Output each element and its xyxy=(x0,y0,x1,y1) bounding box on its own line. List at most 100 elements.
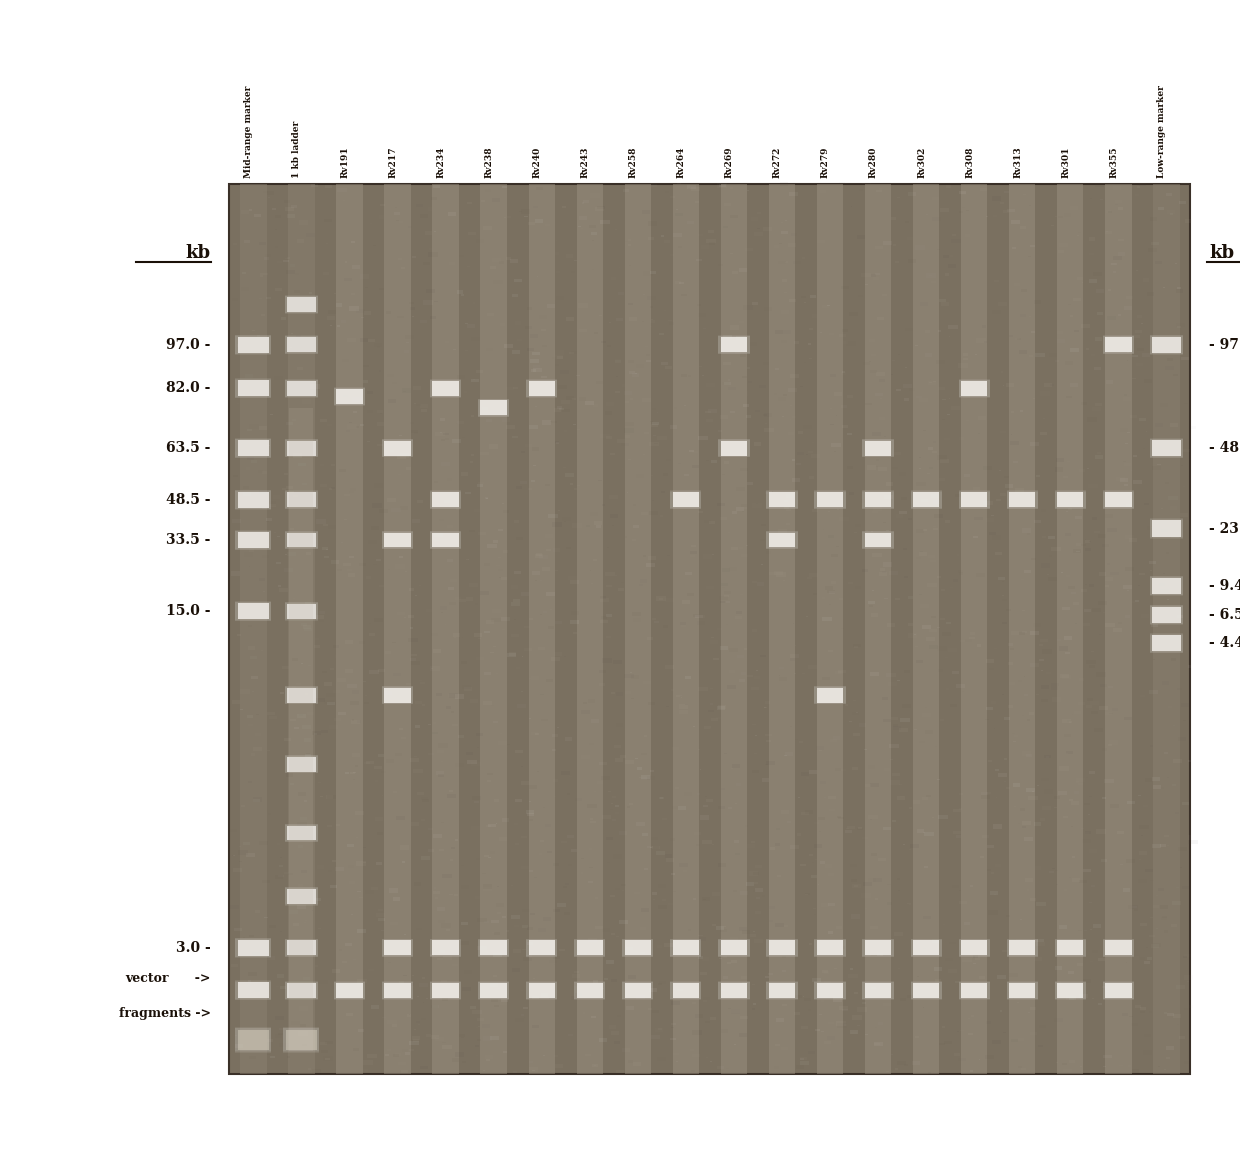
Bar xyxy=(585,1054,591,1056)
Bar xyxy=(671,981,702,1000)
Bar xyxy=(363,1061,373,1065)
Bar xyxy=(236,939,272,957)
Bar xyxy=(357,1052,361,1055)
Bar xyxy=(433,380,459,395)
Bar xyxy=(350,487,356,491)
Bar xyxy=(991,701,996,704)
Bar xyxy=(706,384,714,387)
Bar xyxy=(874,1042,880,1046)
Bar xyxy=(270,1056,275,1058)
Bar xyxy=(490,267,496,269)
Bar xyxy=(754,882,758,884)
Bar xyxy=(277,562,280,564)
Bar xyxy=(331,969,341,973)
Bar xyxy=(1052,683,1059,686)
Bar xyxy=(887,672,897,677)
Bar xyxy=(1028,796,1038,800)
Bar xyxy=(680,695,682,696)
Bar xyxy=(345,669,353,672)
Bar xyxy=(625,691,631,694)
Bar xyxy=(864,1034,868,1035)
Bar xyxy=(594,332,599,334)
Bar xyxy=(1058,216,1064,218)
Bar xyxy=(952,885,960,888)
Bar xyxy=(932,500,940,504)
Bar xyxy=(1007,939,1038,957)
Bar xyxy=(1121,864,1123,865)
Bar xyxy=(827,589,835,593)
Bar xyxy=(740,976,748,979)
Bar xyxy=(1030,899,1035,901)
Bar xyxy=(682,600,691,604)
Bar xyxy=(574,981,605,1000)
Bar xyxy=(956,835,961,838)
Bar xyxy=(962,207,966,208)
Bar xyxy=(939,299,946,302)
Bar xyxy=(285,379,319,398)
Bar xyxy=(616,1070,624,1073)
Bar xyxy=(720,341,725,344)
Bar xyxy=(1188,835,1198,840)
Bar xyxy=(672,807,678,809)
Bar xyxy=(978,977,985,979)
Bar xyxy=(702,245,709,248)
Bar xyxy=(1081,402,1087,404)
Bar xyxy=(971,1016,975,1017)
Bar xyxy=(259,242,265,246)
Bar xyxy=(956,684,965,688)
Bar xyxy=(730,325,739,330)
Bar xyxy=(475,1046,479,1047)
Bar xyxy=(542,718,548,722)
Bar xyxy=(707,799,713,802)
Bar xyxy=(570,580,579,584)
Bar xyxy=(862,272,870,277)
Bar xyxy=(570,620,579,624)
Bar xyxy=(1030,245,1035,247)
Bar xyxy=(785,751,792,756)
Bar xyxy=(812,315,820,318)
Bar xyxy=(450,859,454,861)
Bar xyxy=(254,214,262,217)
Bar xyxy=(1166,553,1169,554)
Bar xyxy=(593,560,596,561)
Bar xyxy=(986,792,991,794)
Bar xyxy=(1102,336,1133,354)
Bar xyxy=(615,812,619,813)
Bar xyxy=(1011,411,1014,412)
Bar xyxy=(961,192,966,194)
Bar xyxy=(339,711,346,715)
Bar xyxy=(775,923,784,927)
Bar xyxy=(1138,183,1146,186)
Bar xyxy=(345,261,347,263)
Bar xyxy=(711,717,718,720)
Bar xyxy=(661,492,665,493)
Bar xyxy=(786,494,794,498)
Bar xyxy=(817,184,843,1074)
Bar xyxy=(1152,342,1154,344)
Bar xyxy=(1011,648,1013,650)
Bar xyxy=(506,930,508,932)
Bar xyxy=(1183,802,1189,805)
Bar xyxy=(1183,449,1190,453)
Bar xyxy=(405,1052,410,1055)
Bar xyxy=(1096,672,1106,677)
Bar xyxy=(650,511,658,515)
Bar xyxy=(285,940,319,956)
Bar xyxy=(972,955,978,958)
Bar xyxy=(303,828,306,831)
Bar xyxy=(1001,431,1007,433)
Bar xyxy=(334,691,340,693)
Bar xyxy=(761,524,766,526)
Bar xyxy=(884,597,888,600)
Bar xyxy=(1040,509,1047,512)
Bar xyxy=(1141,957,1145,959)
Bar xyxy=(1047,756,1049,757)
Bar xyxy=(698,234,703,237)
Bar xyxy=(1014,338,1019,340)
Bar xyxy=(513,600,520,602)
Bar xyxy=(870,273,877,277)
Bar xyxy=(425,998,428,1000)
Bar xyxy=(737,611,743,614)
Bar xyxy=(455,1052,464,1057)
Bar xyxy=(578,429,580,431)
